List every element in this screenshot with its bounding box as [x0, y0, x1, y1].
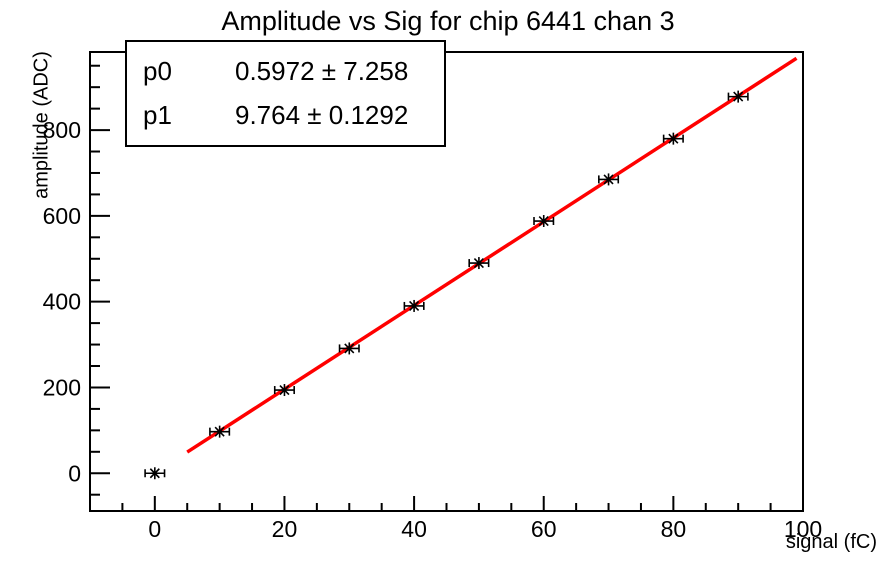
data-point	[598, 173, 620, 186]
x-tick-label: 100	[784, 516, 822, 542]
fit-stats-box: p0 0.5972 ± 7.258 p1 9.764 ± 0.1292	[125, 40, 446, 147]
data-point	[468, 257, 490, 270]
y-axis-title: amplitude (ADC)	[30, 51, 53, 199]
fit-param-row-p0: p0 0.5972 ± 7.258	[127, 56, 444, 87]
data-point	[273, 384, 295, 397]
y-tick-label: 400	[43, 289, 81, 315]
data-point	[403, 299, 425, 312]
data-point	[727, 90, 749, 103]
data-point	[662, 132, 684, 145]
fit-param-value: 0.5972 ± 7.258	[235, 55, 409, 86]
x-tick-label: 80	[661, 516, 687, 542]
x-tick-label: 40	[401, 516, 427, 542]
y-tick-label: 0	[68, 460, 81, 486]
plot-title: Amplitude vs Sig for chip 6441 chan 3	[221, 6, 675, 36]
x-axis: 0 20 40 60 80 100	[121, 496, 822, 542]
fit-param-row-p1: p1 9.764 ± 0.1292	[127, 100, 444, 131]
x-axis-title: signal (fC)	[785, 531, 877, 553]
fit-param-name: p1	[143, 100, 172, 131]
x-tick-label: 20	[272, 516, 298, 542]
data-point	[338, 342, 360, 355]
x-tick-label: 0	[148, 516, 161, 542]
y-tick-label: 200	[43, 374, 81, 400]
data-point	[533, 215, 555, 228]
fit-param-name: p0	[143, 55, 172, 86]
y-axis: 0 200 400 600 800	[43, 64, 110, 496]
data-point	[144, 467, 166, 480]
y-tick-label: 600	[43, 203, 81, 229]
y-tick-label: 800	[43, 117, 81, 143]
x-tick-label: 60	[531, 516, 557, 542]
fit-param-value: 9.764 ± 0.1292	[235, 100, 409, 131]
data-points	[144, 90, 749, 480]
data-point	[209, 425, 231, 438]
